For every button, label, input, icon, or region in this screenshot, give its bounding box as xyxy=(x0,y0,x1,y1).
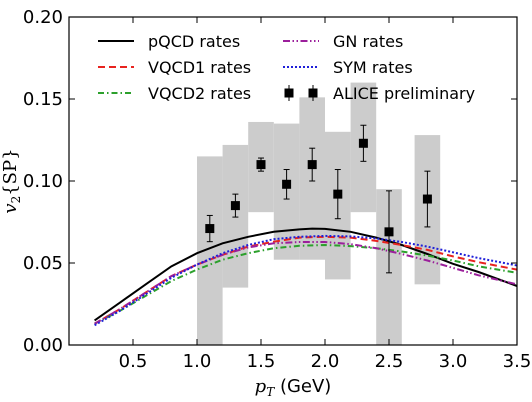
x-tick-label: 2.5 xyxy=(375,351,404,372)
y-tick-label: 0.00 xyxy=(23,335,63,356)
legend-swatch-marker xyxy=(284,88,294,98)
legend-label: SYM rates xyxy=(333,58,413,77)
y-tick-label: 0.15 xyxy=(23,89,63,110)
systematic-band-layer xyxy=(197,82,441,345)
alice-data-point xyxy=(230,201,240,211)
y-tick-label: 0.20 xyxy=(23,7,63,28)
x-tick-label: 2.0 xyxy=(311,351,340,372)
x-axis-label: pT (GeV) xyxy=(255,376,332,399)
legend-swatch-marker xyxy=(308,88,318,98)
legend: pQCD rates VQCD1 rates VQCD2 rates GN rates… xyxy=(98,32,475,103)
y-axis-label: v2{SP} xyxy=(0,148,23,213)
alice-data-point xyxy=(333,189,343,199)
alice-data-point xyxy=(358,138,368,148)
alice-data-point xyxy=(282,179,292,189)
x-tick-label: 3.5 xyxy=(503,351,532,372)
axis-ticks: 0.5 1.0 1.5 2.0 2.5 3.0 3.5 0.00 0.05 0.10 0.15 0.2… xyxy=(23,7,531,372)
legend-label: pQCD rates xyxy=(148,32,240,51)
y-tick-label: 0.05 xyxy=(23,253,63,274)
alice-data-point xyxy=(256,160,266,170)
x-tick-label: 1.5 xyxy=(247,351,276,372)
model-curve-layer xyxy=(94,227,518,327)
alice-data-point xyxy=(205,224,215,234)
legend-label: GN rates xyxy=(333,32,403,51)
curve-vqcd2-rates xyxy=(94,243,518,325)
curve-sym-rates xyxy=(94,234,518,327)
alice-point-layer xyxy=(205,124,432,274)
legend-label: VQCD1 rates xyxy=(148,58,251,77)
y-tick-label: 0.10 xyxy=(23,171,63,192)
alice-data-point xyxy=(422,194,432,204)
legend-label: ALICE preliminary xyxy=(333,84,475,103)
curve-gn-rates xyxy=(94,241,518,325)
alice-data-point xyxy=(307,160,317,170)
alice-data-point xyxy=(384,227,394,237)
x-tick-label: 0.5 xyxy=(119,351,148,372)
x-tick-label: 1.0 xyxy=(183,351,212,372)
x-tick-label: 3.0 xyxy=(439,351,468,372)
legend-label: VQCD2 rates xyxy=(148,84,251,103)
